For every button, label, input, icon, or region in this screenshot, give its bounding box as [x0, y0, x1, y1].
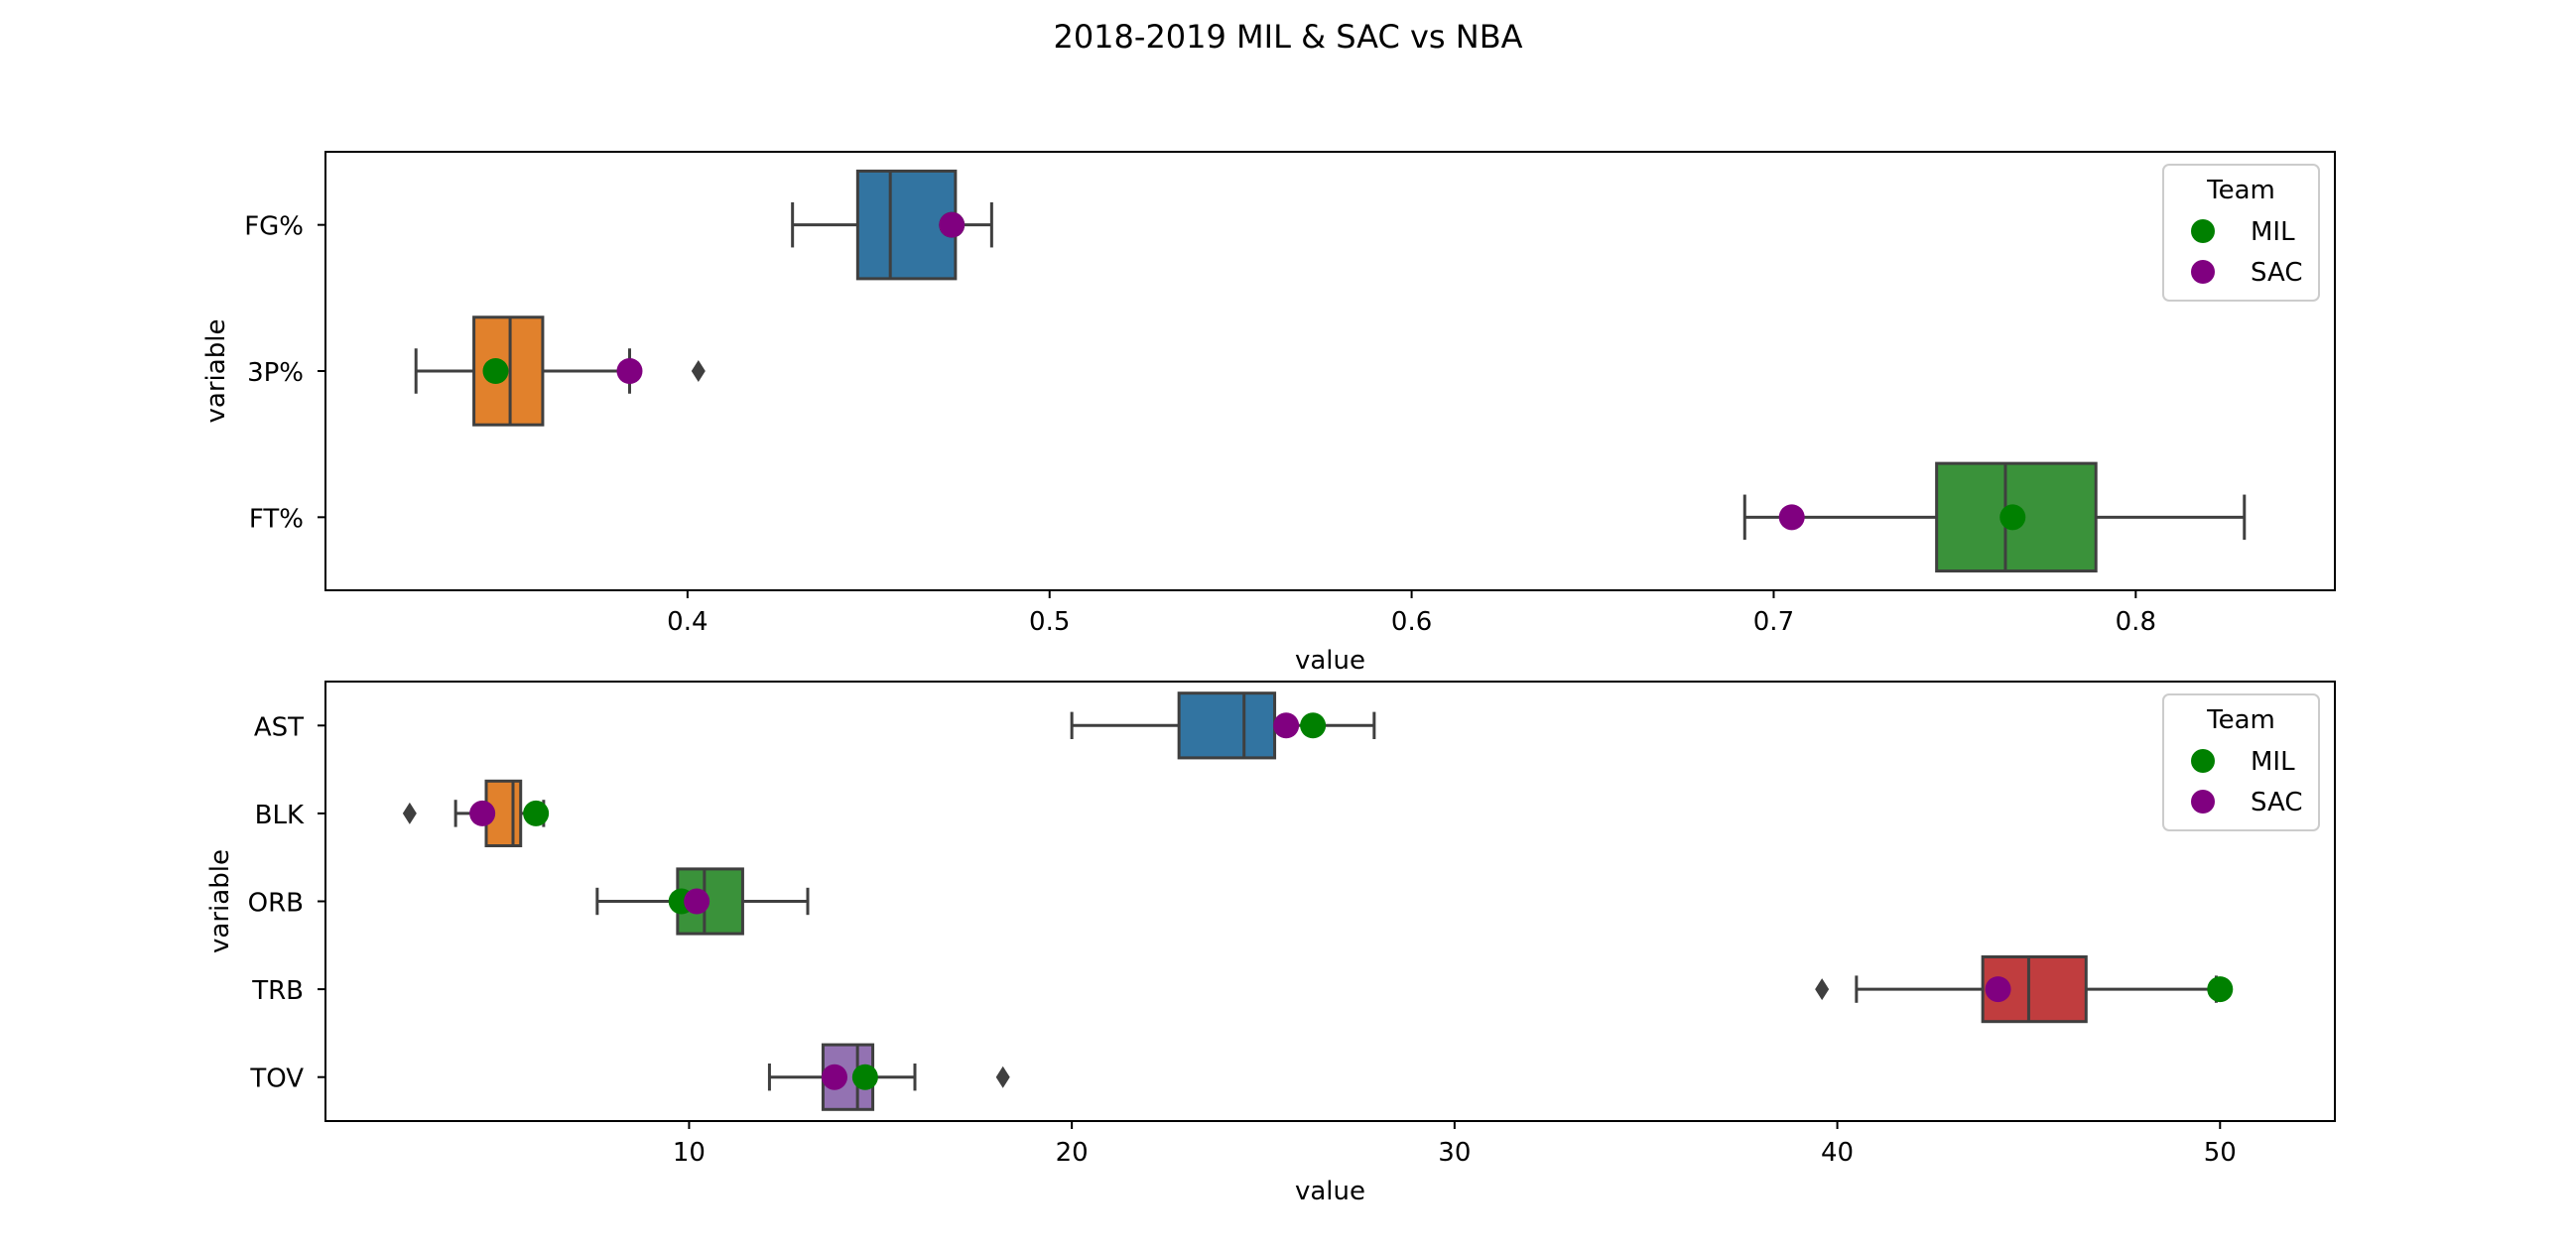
- point-sac-ast: [1273, 712, 1300, 739]
- legend-marker-sac-bottom: [2191, 790, 2215, 814]
- x-tick-label-bottom-3: 40: [1821, 1138, 1854, 1168]
- outlier-3p-pct-0: [691, 360, 706, 382]
- box-ast: [1177, 691, 1277, 760]
- point-mil-3p-pct: [482, 358, 509, 384]
- x-tick-label-bottom-2: 30: [1438, 1138, 1471, 1168]
- x-tick-label-bottom-1: 20: [1056, 1138, 1089, 1168]
- legend-label-sac-top: SAC: [2251, 258, 2302, 288]
- x-tick-label-top-2: 0.6: [1391, 607, 1432, 637]
- legend-marker-mil-top: [2191, 219, 2215, 243]
- y-axis-label-bottom: variable: [205, 849, 235, 953]
- legend-label-mil-bottom: MIL: [2251, 747, 2295, 777]
- x-tick-label-top-1: 0.5: [1029, 607, 1070, 637]
- legend-marker-sac-top: [2191, 260, 2215, 284]
- y-tick-label-blk: BLK: [255, 801, 305, 830]
- point-sac-ft-pct: [1778, 504, 1805, 531]
- y-tick-label-ft-pct: FT%: [249, 504, 304, 534]
- x-tick-label-top-3: 0.7: [1753, 607, 1794, 637]
- point-sac-blk: [469, 800, 496, 826]
- panel-top: FG% 3P% FT% 0.4 0.5 0.6 0.7 0.8 value variable Tea…: [201, 151, 2336, 676]
- x-axis-label-top: value: [1295, 646, 1365, 676]
- point-mil-ast: [1300, 712, 1327, 739]
- point-mil-trb: [2207, 976, 2234, 1003]
- outlier-trb-0: [1815, 978, 1830, 1001]
- point-mil-tov: [851, 1064, 878, 1090]
- outlier-tov-0: [995, 1066, 1010, 1088]
- y-tick-label-orb: ORB: [248, 889, 304, 919]
- x-tick-label-bottom-4: 50: [2204, 1138, 2237, 1168]
- y-tick-label-ast: AST: [254, 712, 304, 742]
- figure-title: 2018-2019 MIL & SAC vs NBA: [1053, 18, 1522, 56]
- y-tick-label-fg-pct: FG%: [244, 212, 304, 242]
- point-mil-ft-pct: [1999, 504, 2026, 531]
- x-tick-label-top-0: 0.4: [667, 607, 708, 637]
- x-axis-label-bottom: value: [1295, 1177, 1365, 1206]
- y-tick-label-tov: TOV: [249, 1065, 304, 1094]
- y-tick-label-3p-pct: 3P%: [247, 358, 304, 388]
- point-sac-trb: [1985, 976, 2011, 1003]
- point-sac-fg-pct: [939, 211, 966, 238]
- point-sac-orb: [684, 888, 710, 915]
- legend-title-top: Team: [2206, 176, 2275, 205]
- panel-bottom: AST BLK ORB TRB TOV 10 20 30 40 50 value variable Te…: [205, 681, 2336, 1206]
- x-tick-label-top-4: 0.8: [2116, 607, 2156, 637]
- point-sac-tov: [822, 1064, 847, 1090]
- legend-label-mil-top: MIL: [2251, 217, 2295, 247]
- y-tick-label-trb: TRB: [251, 976, 304, 1006]
- legend-title-bottom: Team: [2206, 705, 2275, 735]
- point-mil-blk: [523, 800, 550, 826]
- point-sac-3p-pct: [616, 358, 643, 384]
- x-tick-label-bottom-0: 10: [673, 1138, 706, 1168]
- outlier-blk-0: [402, 802, 417, 824]
- legend-label-sac-bottom: SAC: [2251, 788, 2302, 817]
- y-axis-label-top: variable: [201, 319, 231, 424]
- legend-marker-mil-bottom: [2191, 749, 2215, 773]
